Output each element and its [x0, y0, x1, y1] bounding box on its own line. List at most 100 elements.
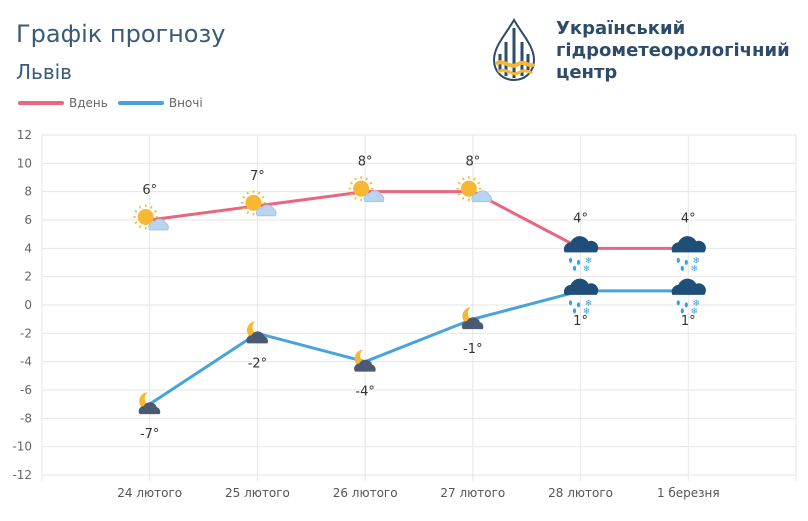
data-label: 4°	[681, 211, 696, 226]
data-label: 6°	[142, 183, 157, 198]
sun-shape	[245, 194, 262, 211]
organization-line: гідрометеорологічний	[556, 40, 790, 61]
rain-drop	[684, 302, 688, 308]
sun-ray	[473, 177, 476, 181]
y-tick-label: 8	[24, 185, 32, 199]
moon-cloud-icon	[461, 307, 484, 330]
y-tick-label: -8	[20, 411, 32, 425]
moon-shape	[246, 321, 265, 340]
y-tick-label: -2	[20, 326, 32, 340]
snowflake: ❄	[583, 264, 591, 274]
city-name: Львів	[16, 60, 72, 84]
data-label: 4°	[573, 211, 588, 226]
rain-drop	[568, 257, 573, 263]
y-tick-label: -4	[20, 355, 32, 369]
sun-ray	[477, 181, 481, 185]
rain-drop	[576, 302, 581, 308]
cloud-shape	[671, 236, 706, 253]
rain-drop	[676, 257, 680, 263]
sun-ray	[242, 207, 246, 210]
rain-drop	[680, 265, 684, 271]
moon-shape	[139, 392, 157, 411]
snowflake: ❄	[583, 307, 591, 317]
cloud-shape	[363, 190, 385, 203]
data-label: 1°	[681, 314, 696, 329]
sun-ray	[138, 205, 142, 209]
water-drop-logo-icon	[492, 18, 536, 82]
sun-ray	[365, 177, 369, 181]
chart-legend: Вдень Вночі	[18, 96, 213, 110]
x-tick-label: 24 лютого	[117, 486, 182, 500]
moon-shape	[354, 349, 373, 368]
rain-snow-cloud-icon: ❄❄	[563, 278, 599, 317]
sun-ray	[257, 191, 261, 195]
sun-ray	[246, 191, 250, 195]
cloud-shape	[246, 331, 268, 344]
rain-snow-cloud-icon: ❄❄	[671, 278, 706, 317]
snowflake: ❄	[693, 299, 701, 309]
sun-ray	[461, 177, 465, 181]
organization-line: центр	[556, 62, 618, 83]
sun-ray	[461, 196, 465, 200]
sun-cloud-icon	[133, 204, 169, 231]
cloud-shape	[354, 359, 376, 372]
sun-ray	[150, 205, 153, 209]
rain-drop	[572, 308, 577, 314]
y-tick-label: 12	[17, 128, 32, 142]
x-tick-label: 25 лютого	[225, 486, 290, 500]
data-label: 7°	[250, 169, 265, 184]
y-tick-label: -10	[12, 440, 32, 454]
moon-cloud-icon	[354, 349, 376, 372]
series-line-night	[148, 289, 689, 406]
data-label: -1°	[463, 342, 482, 357]
y-tick-label: 6	[24, 213, 32, 227]
sun-ray	[457, 192, 461, 196]
rain-drop	[680, 308, 684, 314]
sun-ray	[134, 221, 138, 224]
rain-snow-cloud-icon: ❄❄	[671, 236, 706, 274]
sun-cloud-icon	[240, 190, 277, 217]
x-tick-label: 28 лютого	[548, 486, 613, 500]
rain-snow-cloud-icon: ❄❄	[563, 236, 599, 274]
y-tick-label: 4	[24, 241, 32, 255]
snowflake: ❄	[691, 307, 699, 317]
legend-swatch-night	[117, 101, 164, 105]
legend-label-day: Вдень	[69, 96, 108, 110]
sun-ray	[354, 177, 357, 181]
data-label: -7°	[140, 427, 159, 442]
snowflake: ❄	[693, 256, 701, 266]
sun-ray	[369, 181, 373, 185]
sun-ray	[349, 192, 353, 196]
moon-cloud-icon	[138, 392, 161, 415]
cloud-shape	[461, 317, 484, 330]
data-label: 8°	[465, 155, 480, 170]
sun-cloud-icon	[348, 176, 385, 203]
legend-swatch-day	[18, 101, 64, 105]
snowflake: ❄	[585, 299, 593, 309]
cloud-shape	[471, 190, 492, 203]
legend-item-day[interactable]: Вдень	[18, 96, 108, 110]
data-label: -2°	[248, 356, 267, 371]
sun-ray	[242, 195, 246, 199]
cloud-shape	[671, 278, 706, 295]
x-tick-label: 1 березня	[657, 486, 720, 500]
moon-cloud-icon	[246, 321, 268, 344]
snowflake: ❄	[585, 256, 593, 266]
y-tick-label: -6	[20, 383, 32, 397]
sun-cloud-icon	[456, 176, 492, 203]
cloud-shape	[563, 236, 599, 253]
cloud-shape	[256, 204, 277, 217]
data-label: 1°	[573, 314, 588, 329]
data-label: 8°	[358, 155, 373, 170]
y-tick-label: 10	[17, 156, 32, 170]
snowflake: ❄	[691, 264, 699, 274]
sun-ray	[134, 210, 138, 213]
chart-title: Графік прогнозу	[16, 20, 226, 48]
x-tick-label: 26 лютого	[333, 486, 398, 500]
sun-ray	[354, 196, 357, 200]
organization-name: Український гідрометеорологічний центр	[556, 18, 806, 84]
x-tick-label: 27 лютого	[440, 486, 505, 500]
sun-ray	[349, 181, 353, 185]
legend-item-night[interactable]: Вночі	[117, 96, 203, 110]
